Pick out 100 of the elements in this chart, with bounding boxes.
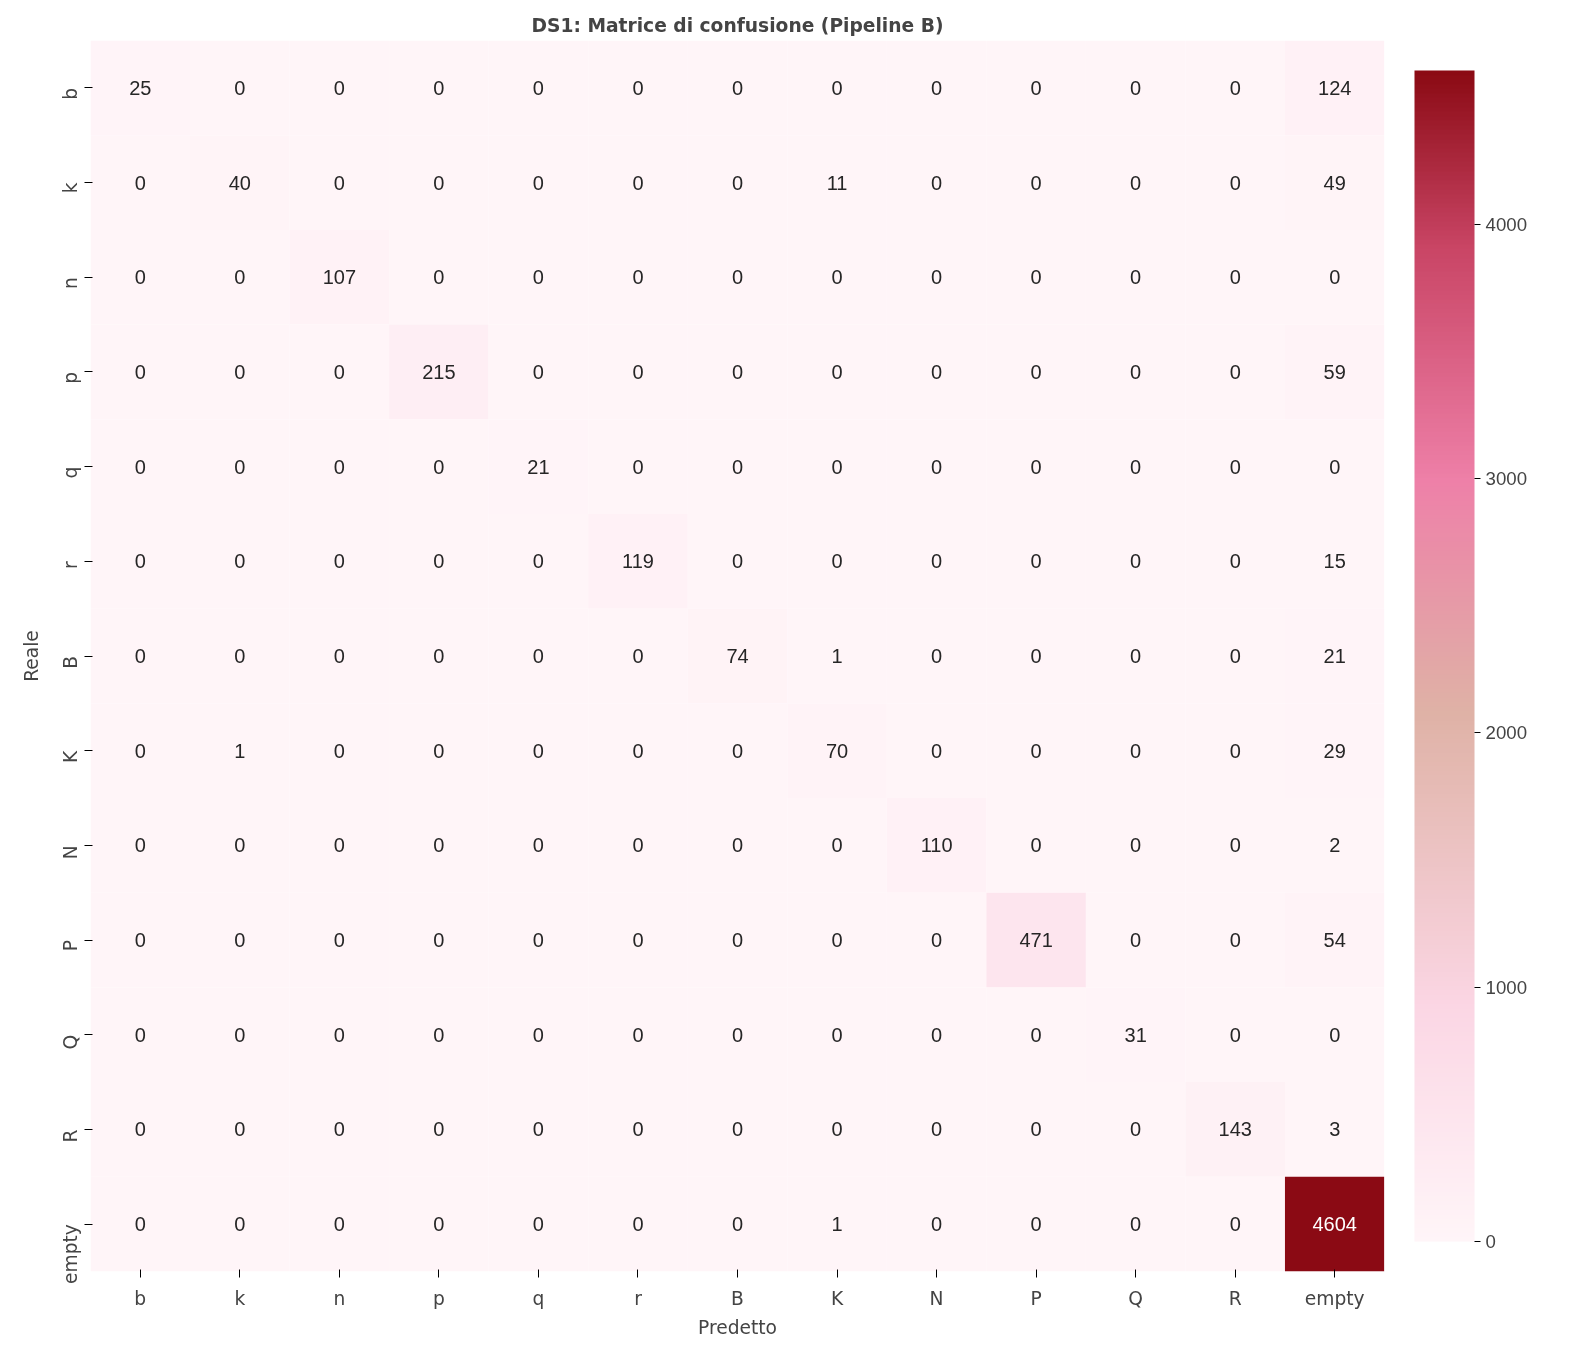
y-tick-label: P — [60, 940, 81, 952]
data-label: 0 — [433, 929, 445, 952]
data-label: 0 — [333, 550, 345, 573]
data-label: 471 — [1019, 929, 1053, 952]
data-label: 107 — [322, 266, 357, 289]
data-label: 0 — [234, 266, 246, 289]
data-label: 0 — [532, 266, 544, 289]
data-label: 0 — [1030, 1213, 1042, 1236]
data-label: 0 — [234, 360, 246, 383]
data-label: 0 — [931, 1213, 943, 1236]
data-label: 0 — [931, 1118, 943, 1141]
data-label: 0 — [1229, 739, 1241, 762]
data-label: 0 — [333, 171, 345, 194]
y-tick-label: p — [60, 371, 81, 384]
data-label: 0 — [134, 550, 146, 573]
data-label: 0 — [234, 645, 246, 667]
data-label: 0 — [333, 360, 345, 383]
x-tick-label: k — [234, 1287, 246, 1309]
data-label: 0 — [234, 929, 246, 952]
data-label: 0 — [831, 76, 843, 99]
data-label: 31 — [1124, 1023, 1147, 1046]
data-label: 0 — [632, 1118, 644, 1141]
data-label: 0 — [333, 1118, 345, 1141]
data-label: 0 — [1130, 645, 1142, 667]
data-label: 0 — [1229, 266, 1241, 289]
data-label: 0 — [931, 739, 943, 762]
data-label: 0 — [831, 1118, 843, 1141]
data-label: 0 — [632, 171, 644, 194]
data-label: 0 — [134, 739, 146, 762]
data-label: 0 — [532, 76, 544, 99]
data-label: 0 — [532, 360, 544, 383]
data-label: 0 — [632, 1023, 644, 1046]
data-label: 0 — [1130, 1118, 1142, 1141]
data-label: 0 — [1229, 455, 1241, 478]
data-label: 0 — [1030, 550, 1042, 573]
data-label: 0 — [433, 455, 445, 478]
data-label: 0 — [532, 834, 544, 857]
data-label: 124 — [1318, 76, 1352, 99]
x-tick-label: r — [634, 1287, 643, 1309]
data-label: 15 — [1323, 550, 1346, 573]
x-tick-label: Q — [1128, 1287, 1143, 1309]
data-label: 0 — [433, 739, 445, 762]
data-label: 0 — [1030, 1118, 1042, 1141]
data-label: 0 — [433, 171, 445, 194]
data-label: 0 — [532, 171, 544, 194]
data-label: 21 — [527, 455, 550, 478]
data-label: 0 — [1229, 550, 1241, 573]
data-label: 0 — [1030, 645, 1042, 667]
y-tick-label: k — [60, 182, 81, 194]
data-label: 0 — [433, 1213, 445, 1236]
data-label: 74 — [726, 645, 749, 667]
data-label: 0 — [433, 1118, 445, 1141]
x-tick-label: b — [134, 1287, 147, 1309]
data-label: 0 — [632, 645, 644, 667]
data-label: 0 — [632, 1213, 644, 1236]
data-label: 1 — [831, 645, 843, 667]
x-tick-label: p — [432, 1287, 445, 1309]
data-label: 0 — [134, 645, 146, 667]
x-axis-title: Predetto — [697, 1316, 778, 1338]
data-label: 0 — [831, 550, 843, 573]
data-label: 0 — [234, 550, 246, 573]
x-tick-label: B — [731, 1287, 744, 1309]
data-label: 0 — [333, 834, 345, 857]
data-label: 0 — [1130, 266, 1142, 289]
y-tick-label: q — [60, 466, 81, 479]
x-tick-label: q — [532, 1287, 545, 1309]
data-label: 0 — [134, 360, 146, 383]
data-label: 0 — [1229, 1213, 1241, 1236]
data-label: 0 — [433, 550, 445, 573]
data-label: 0 — [831, 834, 843, 857]
x-tick-label: R — [1228, 1287, 1242, 1309]
data-label: 0 — [931, 929, 943, 952]
data-label: 0 — [234, 1213, 246, 1236]
data-label: 29 — [1323, 739, 1346, 762]
data-label: 0 — [731, 550, 744, 573]
data-label: 0 — [1229, 1023, 1241, 1046]
data-label: 0 — [234, 76, 246, 99]
data-label: 54 — [1323, 929, 1346, 952]
data-label: 0 — [632, 76, 644, 99]
data-label: 0 — [433, 76, 445, 99]
data-label: 0 — [134, 266, 146, 289]
data-label: 215 — [422, 360, 456, 383]
x-tick-label: empty — [1304, 1287, 1365, 1309]
color-bar-label: 4000 — [1485, 213, 1528, 235]
data-label: 0 — [1030, 266, 1042, 289]
data-label: 0 — [1130, 76, 1142, 99]
data-label: 0 — [632, 834, 644, 857]
data-label: 0 — [931, 266, 943, 289]
data-label: 0 — [931, 550, 943, 573]
data-label: 0 — [1130, 550, 1142, 573]
data-label: 119 — [622, 550, 654, 573]
y-tick-label: r — [60, 560, 81, 569]
data-label: 0 — [333, 739, 345, 762]
data-label: 0 — [134, 1023, 146, 1046]
data-label: 0 — [931, 1023, 943, 1046]
data-label: 0 — [1130, 739, 1142, 762]
data-label: 0 — [433, 1023, 445, 1046]
data-label: 0 — [234, 834, 246, 857]
data-label: 0 — [731, 739, 744, 762]
data-label: 0 — [234, 1023, 246, 1046]
